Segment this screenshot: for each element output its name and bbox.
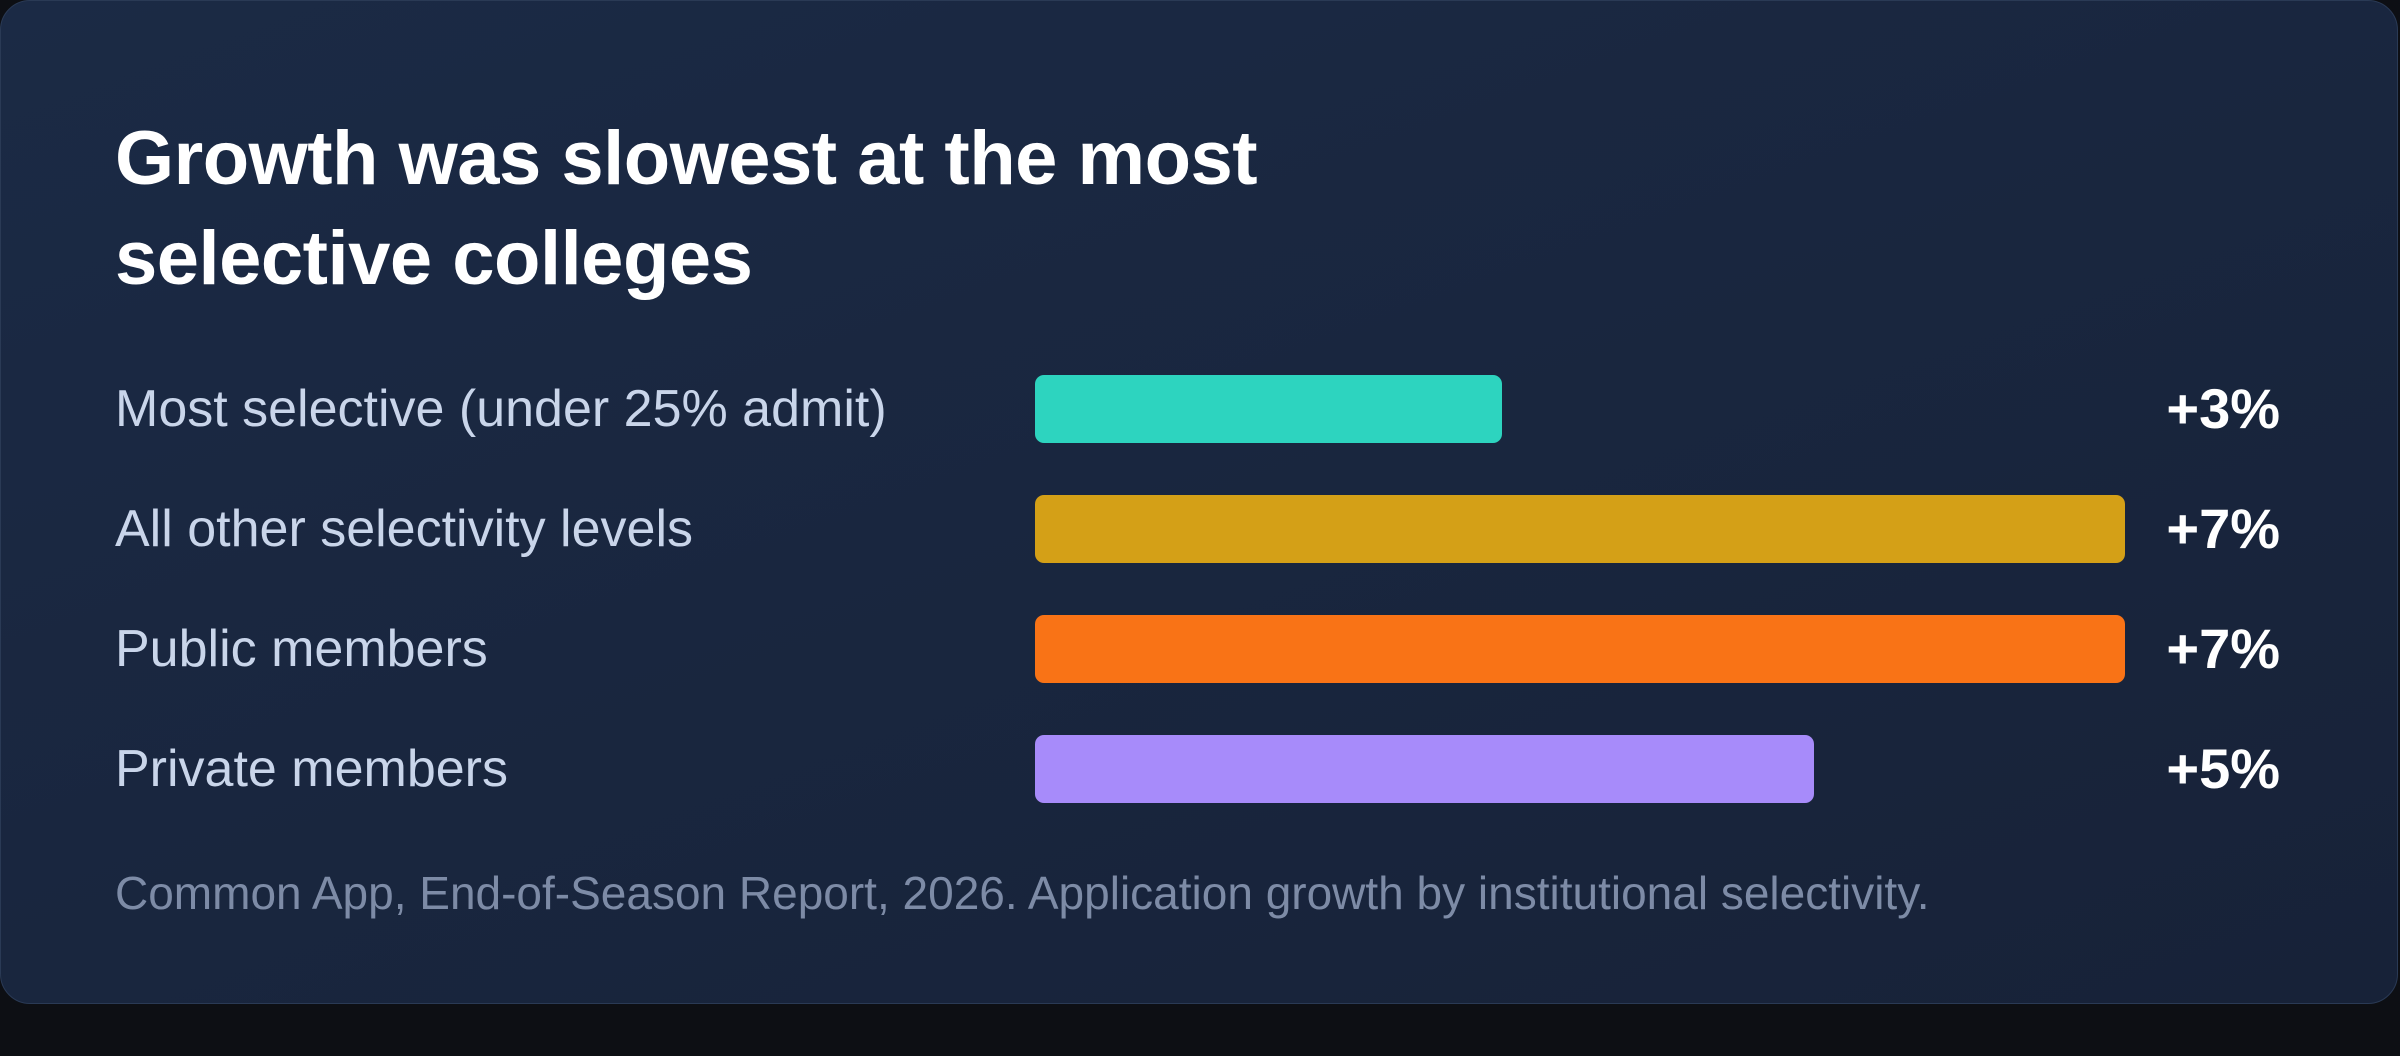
bar-value-label: +3% (2166, 377, 2280, 440)
bar (1035, 615, 2125, 683)
bar (1035, 495, 2125, 563)
bar-value-label: +7% (2166, 617, 2280, 680)
chart-card: Growth was slowest at the most selective… (0, 0, 2398, 1004)
bar-label: Private members (115, 740, 508, 798)
bar-label: Most selective (under 25% admit) (115, 380, 887, 438)
chart-title: Growth was slowest at the most selective… (115, 116, 1258, 301)
bar (1035, 375, 1502, 443)
bar (1035, 735, 1814, 803)
chart-source-note: Common App, End-of-Season Report, 2026. … (115, 867, 1930, 919)
bar-value-label: +7% (2166, 497, 2280, 560)
bar-label: All other selectivity levels (115, 500, 693, 558)
bar-value-label: +5% (2166, 737, 2280, 800)
bar-label: Public members (115, 620, 488, 678)
